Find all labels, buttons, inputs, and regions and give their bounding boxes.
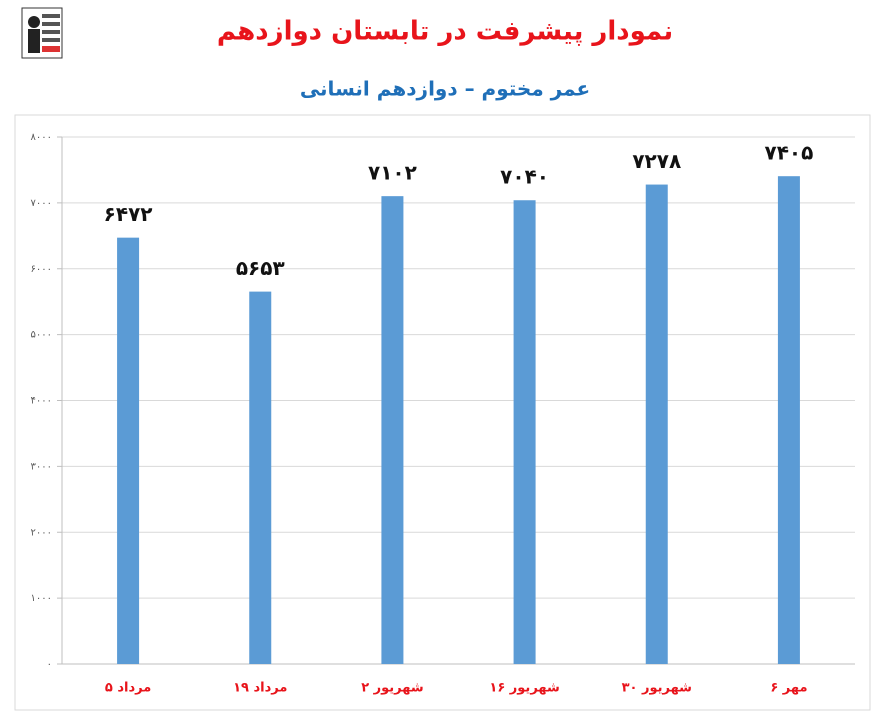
bar xyxy=(117,237,140,665)
x-tick-label: ۲ شهریور xyxy=(361,681,423,696)
bar xyxy=(645,184,668,664)
data-label: ۵۶۵۳ xyxy=(236,256,285,280)
y-tick-label: ۴۰۰۰ xyxy=(31,396,52,407)
chart-border xyxy=(14,114,871,711)
data-label: ۶۴۷۲ xyxy=(104,202,153,226)
data-label: ۷۲۷۸ xyxy=(632,149,681,173)
y-tick-label: ۲۰۰۰ xyxy=(31,527,52,538)
x-tick-label: ۱۶ شهریور xyxy=(489,681,559,696)
data-label: ۷۱۰۲ xyxy=(368,161,417,185)
x-tick-label: ۶ مهر xyxy=(770,681,807,696)
x-tick-label: ۱۹ مرداد xyxy=(233,681,287,696)
chart-title: نمودار پیشرفت در تابستان دوازدهم xyxy=(217,17,673,47)
y-tick-label: ۸۰۰۰ xyxy=(31,132,52,143)
x-tick-label: ۳۰ شهریور xyxy=(622,681,692,696)
y-tick-label: ۵۰۰۰ xyxy=(31,330,52,341)
data-label: ۷۴۰۵ xyxy=(765,141,814,165)
logo xyxy=(21,7,63,59)
y-tick-label: ۳۰۰۰ xyxy=(31,461,52,472)
y-tick-label: ۱۰۰۰ xyxy=(31,593,52,604)
bar xyxy=(249,291,272,664)
bar xyxy=(777,176,800,664)
chart-subtitle: عمر مختوم – دوازدهم انسانی xyxy=(300,77,590,101)
bar xyxy=(513,200,536,665)
x-tick-label: ۵ مرداد xyxy=(105,681,151,696)
y-tick-label: ۶۰۰۰ xyxy=(31,264,52,275)
y-tick-label: ۰ xyxy=(47,659,52,670)
y-tick-label: ۷۰۰۰ xyxy=(31,198,52,209)
data-label: ۷۰۴۰ xyxy=(500,165,549,189)
bar xyxy=(381,196,404,664)
